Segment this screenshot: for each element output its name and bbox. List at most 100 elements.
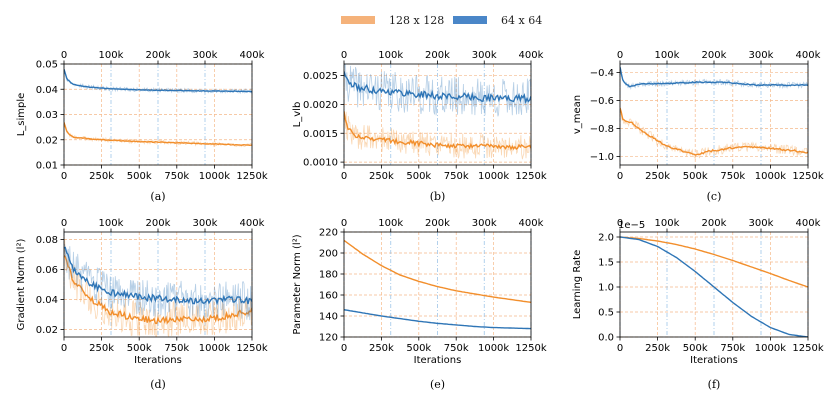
y-tick-label: 160: [319, 291, 338, 302]
y-tick-label: 0.04: [36, 85, 58, 96]
series-line-0: [64, 254, 252, 325]
x-tick-label: 500k: [683, 171, 708, 182]
legend-swatch-128: [341, 16, 375, 24]
x-tick-label: 750k: [444, 171, 469, 182]
subplot-caption: (a): [150, 190, 165, 203]
series-line-1: [344, 71, 531, 105]
x-tick-label: 500k: [127, 171, 152, 182]
top-tick-label: 100k: [378, 218, 403, 229]
top-tick-label: 0: [61, 218, 67, 229]
top-tick-label: 400k: [796, 50, 821, 61]
offset-text: 1e−5: [618, 220, 645, 231]
x-tick-label: 0: [617, 171, 623, 182]
legend-item-64: 64 x 64: [453, 10, 542, 30]
legend-label-128: 128 x 128: [389, 13, 445, 27]
subplot-a: 0 250k 500k 750k 1000k 1250k 0 100k 200k 300k 400k…: [16, 50, 268, 203]
series-line-1: [620, 66, 808, 88]
x-tick-label: 1250k: [236, 171, 267, 182]
top-tick-label: 300k: [472, 218, 497, 229]
top-tick-label: 100k: [99, 218, 124, 229]
y-tick-label: 1.0: [598, 283, 614, 294]
legend: 128 x 128 64 x 64: [0, 10, 830, 30]
x-tick-label: 500k: [406, 171, 431, 182]
top-tick-label: 400k: [240, 218, 265, 229]
series-raw-1: [620, 67, 808, 90]
x-tick-label: 1250k: [792, 343, 823, 354]
y-tick-label: 1.5: [598, 258, 614, 269]
top-tick-label: 300k: [193, 50, 218, 61]
top-tick-label: 300k: [749, 218, 774, 229]
y-tick-label: 0.0025: [303, 71, 338, 82]
top-tick-label: 100k: [378, 50, 403, 61]
top-tick-label: 300k: [749, 50, 774, 61]
y-tick-label: 220: [319, 228, 338, 239]
y-tick-label: 200: [319, 249, 338, 260]
y-tick-label: −1.0: [590, 152, 614, 163]
series-line-0: [64, 122, 252, 147]
y-tick-label: 0.0020: [303, 100, 338, 111]
top-tick-label: 200k: [702, 50, 727, 61]
x-tick-label: 1000k: [199, 343, 230, 354]
x-axis-label: Iterations: [414, 355, 462, 366]
top-tick-label: 300k: [472, 50, 497, 61]
x-tick-label: 1250k: [236, 343, 267, 354]
series-raw-0: [64, 239, 252, 337]
subplot-f: 0 250k 500k 750k 1000k 1250k 0 100k 200k 300k 400k…: [572, 218, 824, 391]
x-tick-label: 1250k: [515, 171, 546, 182]
y-tick-label: 0.02: [36, 325, 58, 336]
legend-swatch-64: [453, 16, 487, 24]
x-tick-label: 750k: [720, 343, 745, 354]
y-tick-label: 0.0: [598, 333, 614, 344]
y-axis-label: Gradient Norm (l²): [16, 239, 27, 331]
x-tick-label: 1000k: [199, 171, 230, 182]
y-tick-label: 0.05: [36, 60, 58, 71]
top-tick-label: 0: [341, 50, 347, 61]
y-tick-label: 0.0010: [303, 158, 338, 169]
y-tick-label: 180: [319, 270, 338, 281]
subplot-d: 0 250k 500k 750k 1000k 1250k 0 100k 200k 300k 400k…: [16, 218, 268, 391]
x-tick-label: 500k: [406, 343, 431, 354]
x-tick-label: 750k: [164, 171, 189, 182]
top-tick-label: 200k: [425, 50, 450, 61]
series-line-0: [620, 107, 808, 156]
top-tick-label: 0: [617, 218, 623, 229]
x-tick-label: 250k: [369, 171, 394, 182]
subplot-caption: (b): [430, 190, 446, 203]
y-tick-label: 140: [319, 312, 338, 323]
y-tick-label: −0.8: [590, 124, 614, 135]
subplot-caption: (e): [430, 378, 445, 391]
x-tick-label: 250k: [89, 343, 114, 354]
x-tick-label: 0: [341, 343, 347, 354]
top-tick-label: 100k: [99, 50, 124, 61]
x-tick-label: 1250k: [515, 343, 546, 354]
top-tick-label: 0: [61, 50, 67, 61]
y-axis-label: Learning Rate: [572, 250, 583, 320]
y-tick-label: −0.4: [590, 68, 614, 79]
y-tick-label: 0.01: [36, 161, 58, 172]
y-tick-label: 0.04: [36, 295, 58, 306]
series-raw-1: [64, 244, 252, 321]
x-tick-label: 0: [61, 171, 67, 182]
y-tick-label: −0.6: [590, 96, 614, 107]
subplot-caption: (f): [708, 378, 721, 391]
y-tick-label: 0.08: [36, 235, 58, 246]
subplot-e: 0 250k 500k 750k 1000k 1250k 0 100k 200k 300k 400k…: [292, 218, 547, 391]
y-tick-label: 120: [319, 333, 338, 344]
x-tick-label: 250k: [369, 343, 394, 354]
x-tick-label: 500k: [127, 343, 152, 354]
top-tick-label: 100k: [655, 50, 680, 61]
subplot-c: 0 250k 500k 750k 1000k 1250k 0 100k 200k 300k 400k…: [572, 50, 824, 203]
top-tick-label: 200k: [146, 50, 171, 61]
subplot-b: 0 250k 500k 750k 1000k 1250k 0 100k 200k 300k 400k…: [292, 50, 547, 203]
legend-label-64: 64 x 64: [501, 13, 543, 27]
top-tick-label: 0: [617, 50, 623, 61]
y-tick-label: 0.5: [598, 308, 614, 319]
series-line-1: [64, 246, 252, 306]
top-tick-label: 200k: [146, 218, 171, 229]
series-line-1: [64, 68, 252, 93]
x-tick-label: 0: [61, 343, 67, 354]
x-tick-label: 250k: [645, 171, 670, 182]
y-axis-label: L_vlb: [292, 102, 303, 128]
legend-item-128: 128 x 128: [341, 10, 444, 30]
